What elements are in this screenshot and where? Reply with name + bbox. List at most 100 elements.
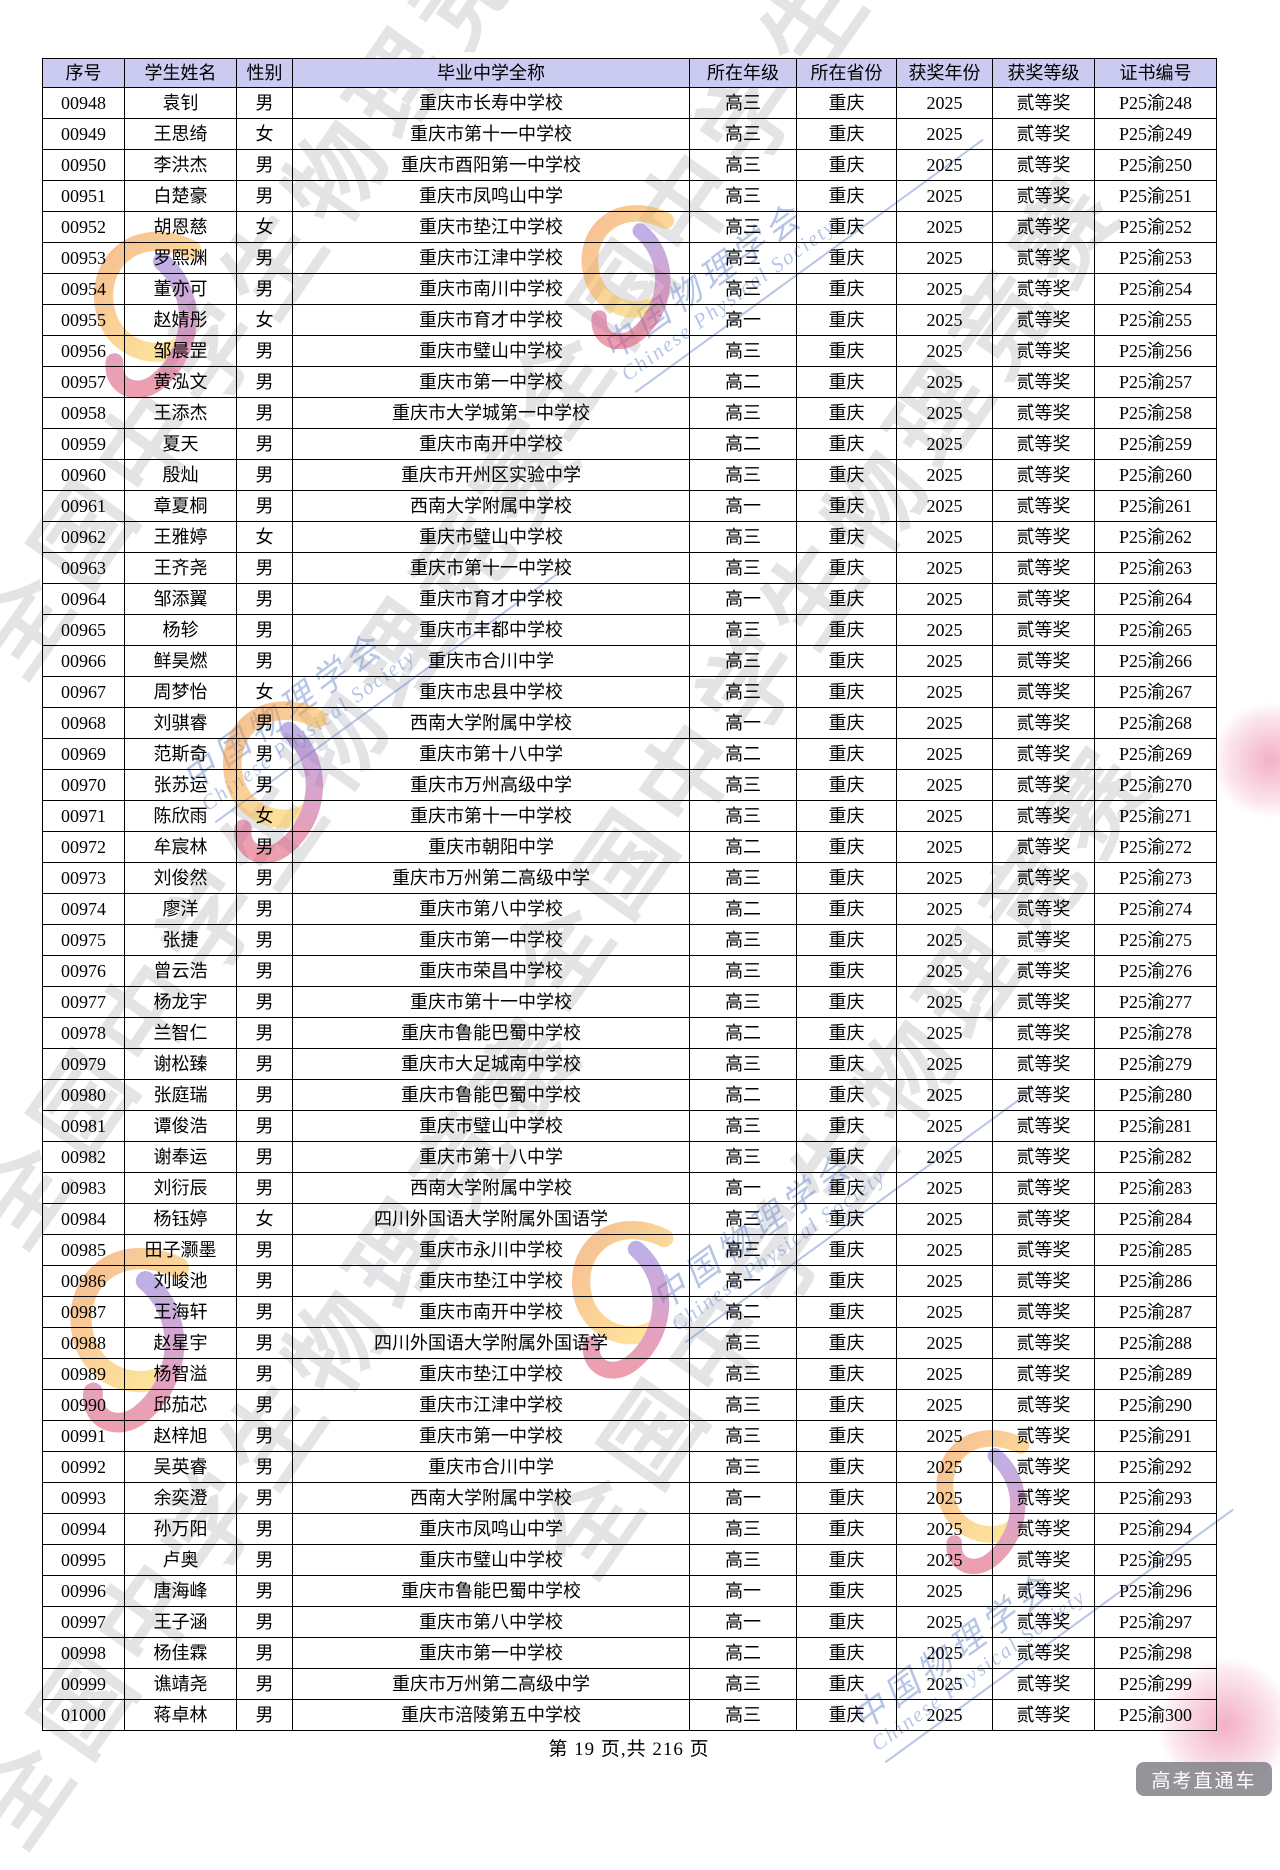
table-row: 00987 王海轩 男 重庆市南开中学校 高二 重庆 2025 贰等奖 P25渝… bbox=[42, 1296, 1217, 1328]
student-name-cell: 赵婧彤 bbox=[124, 304, 237, 336]
table-row: 00968 刘骐睿 男 西南大学附属中学校 高一 重庆 2025 贰等奖 P25… bbox=[42, 707, 1217, 739]
award-year-cell: 2025 bbox=[896, 1203, 993, 1235]
province-cell: 重庆 bbox=[796, 1513, 897, 1545]
school-cell: 西南大学附属中学校 bbox=[292, 1172, 690, 1204]
award-year-cell: 2025 bbox=[896, 1668, 993, 1700]
serial-cell: 00975 bbox=[42, 924, 125, 956]
gender-cell: 男 bbox=[236, 769, 293, 801]
province-cell: 重庆 bbox=[796, 1606, 897, 1638]
province-cell: 重庆 bbox=[796, 304, 897, 336]
student-name-cell: 胡恩慈 bbox=[124, 211, 237, 243]
award-level-cell: 贰等奖 bbox=[992, 1699, 1095, 1731]
table-row: 00976 曾云浩 男 重庆市荣昌中学校 高三 重庆 2025 贰等奖 P25渝… bbox=[42, 955, 1217, 987]
student-name-cell: 谢奉运 bbox=[124, 1141, 237, 1173]
school-cell: 重庆市第八中学校 bbox=[292, 893, 690, 925]
award-level-cell: 贰等奖 bbox=[992, 118, 1095, 150]
gender-cell: 男 bbox=[236, 1048, 293, 1080]
serial-cell: 00983 bbox=[42, 1172, 125, 1204]
col-serial: 序号 bbox=[42, 58, 125, 88]
serial-cell: 00986 bbox=[42, 1265, 125, 1297]
award-year-cell: 2025 bbox=[896, 1575, 993, 1607]
award-year-cell: 2025 bbox=[896, 552, 993, 584]
student-name-cell: 邹晨罡 bbox=[124, 335, 237, 367]
certificate-cell: P25渝265 bbox=[1094, 614, 1217, 646]
serial-cell: 00949 bbox=[42, 118, 125, 150]
table-row: 00955 赵婧彤 女 重庆市育才中学校 高一 重庆 2025 贰等奖 P25渝… bbox=[42, 304, 1217, 336]
grade-cell: 高一 bbox=[689, 707, 797, 739]
gender-cell: 男 bbox=[236, 1389, 293, 1421]
award-year-cell: 2025 bbox=[896, 180, 993, 212]
certificate-cell: P25渝262 bbox=[1094, 521, 1217, 553]
grade-cell: 高一 bbox=[689, 304, 797, 336]
table-row: 00951 白楚豪 男 重庆市凤鸣山中学 高三 重庆 2025 贰等奖 P25渝… bbox=[42, 180, 1217, 212]
table-row: 00948 袁钊 男 重庆市长寿中学校 高三 重庆 2025 贰等奖 P25渝2… bbox=[42, 87, 1217, 119]
serial-cell: 00991 bbox=[42, 1420, 125, 1452]
student-name-cell: 吴英睿 bbox=[124, 1451, 237, 1483]
grade-cell: 高三 bbox=[689, 986, 797, 1018]
award-level-cell: 贰等奖 bbox=[992, 738, 1095, 770]
school-cell: 重庆市第一中学校 bbox=[292, 366, 690, 398]
school-cell: 重庆市第十一中学校 bbox=[292, 552, 690, 584]
serial-cell: 00985 bbox=[42, 1234, 125, 1266]
certificate-cell: P25渝252 bbox=[1094, 211, 1217, 243]
gender-cell: 女 bbox=[236, 676, 293, 708]
school-cell: 重庆市第一中学校 bbox=[292, 1637, 690, 1669]
school-cell: 重庆市江津中学校 bbox=[292, 1389, 690, 1421]
student-name-cell: 杨智溢 bbox=[124, 1358, 237, 1390]
table-row: 00998 杨佳霖 男 重庆市第一中学校 高二 重庆 2025 贰等奖 P25渝… bbox=[42, 1637, 1217, 1669]
student-name-cell: 谭俊浩 bbox=[124, 1110, 237, 1142]
grade-cell: 高三 bbox=[689, 1544, 797, 1576]
school-cell: 西南大学附属中学校 bbox=[292, 1482, 690, 1514]
gender-cell: 男 bbox=[236, 614, 293, 646]
student-name-cell: 王添杰 bbox=[124, 397, 237, 429]
province-cell: 重庆 bbox=[796, 1079, 897, 1111]
award-year-cell: 2025 bbox=[896, 1265, 993, 1297]
province-cell: 重庆 bbox=[796, 738, 897, 770]
table-row: 00962 王雅婷 女 重庆市璧山中学校 高三 重庆 2025 贰等奖 P25渝… bbox=[42, 521, 1217, 553]
certificate-cell: P25渝269 bbox=[1094, 738, 1217, 770]
province-cell: 重庆 bbox=[796, 1699, 897, 1731]
table-row: 00988 赵星宇 男 四川外国语大学附属外国语学 高三 重庆 2025 贰等奖… bbox=[42, 1327, 1217, 1359]
award-level-cell: 贰等奖 bbox=[992, 1017, 1095, 1049]
award-year-cell: 2025 bbox=[896, 459, 993, 491]
results-table: 序号 学生姓名 性别 毕业中学全称 所在年级 所在省份 获奖年份 获奖等级 证书… bbox=[42, 58, 1217, 1731]
award-level-cell: 贰等奖 bbox=[992, 1110, 1095, 1142]
award-year-cell: 2025 bbox=[896, 1513, 993, 1545]
gender-cell: 男 bbox=[236, 273, 293, 305]
province-cell: 重庆 bbox=[796, 1451, 897, 1483]
award-level-cell: 贰等奖 bbox=[992, 831, 1095, 863]
serial-cell: 00957 bbox=[42, 366, 125, 398]
award-year-cell: 2025 bbox=[896, 1017, 993, 1049]
province-cell: 重庆 bbox=[796, 1265, 897, 1297]
gender-cell: 男 bbox=[236, 1482, 293, 1514]
table-row: 00975 张捷 男 重庆市第一中学校 高三 重庆 2025 贰等奖 P25渝2… bbox=[42, 924, 1217, 956]
grade-cell: 高二 bbox=[689, 1079, 797, 1111]
grade-cell: 高三 bbox=[689, 614, 797, 646]
award-level-cell: 贰等奖 bbox=[992, 645, 1095, 677]
gender-cell: 男 bbox=[236, 1668, 293, 1700]
certificate-cell: P25渝284 bbox=[1094, 1203, 1217, 1235]
student-name-cell: 杨龙宇 bbox=[124, 986, 237, 1018]
award-year-cell: 2025 bbox=[896, 583, 993, 615]
province-cell: 重庆 bbox=[796, 1544, 897, 1576]
award-year-cell: 2025 bbox=[896, 1110, 993, 1142]
school-cell: 重庆市育才中学校 bbox=[292, 583, 690, 615]
table-row: 00981 谭俊浩 男 重庆市璧山中学校 高三 重庆 2025 贰等奖 P25渝… bbox=[42, 1110, 1217, 1142]
school-cell: 重庆市大足城南中学校 bbox=[292, 1048, 690, 1080]
award-level-cell: 贰等奖 bbox=[992, 149, 1095, 181]
certificate-cell: P25渝264 bbox=[1094, 583, 1217, 615]
award-level-cell: 贰等奖 bbox=[992, 1079, 1095, 1111]
certificate-cell: P25渝280 bbox=[1094, 1079, 1217, 1111]
grade-cell: 高三 bbox=[689, 645, 797, 677]
province-cell: 重庆 bbox=[796, 583, 897, 615]
student-name-cell: 王思绮 bbox=[124, 118, 237, 150]
col-school: 毕业中学全称 bbox=[292, 58, 690, 88]
award-year-cell: 2025 bbox=[896, 676, 993, 708]
school-cell: 重庆市第一中学校 bbox=[292, 1420, 690, 1452]
gender-cell: 男 bbox=[236, 1234, 293, 1266]
seal-watermark bbox=[1215, 705, 1280, 815]
award-year-cell: 2025 bbox=[896, 149, 993, 181]
province-cell: 重庆 bbox=[796, 552, 897, 584]
gender-cell: 女 bbox=[236, 118, 293, 150]
page-number-footer: 第 19 页,共 216 页 bbox=[548, 1739, 710, 1760]
